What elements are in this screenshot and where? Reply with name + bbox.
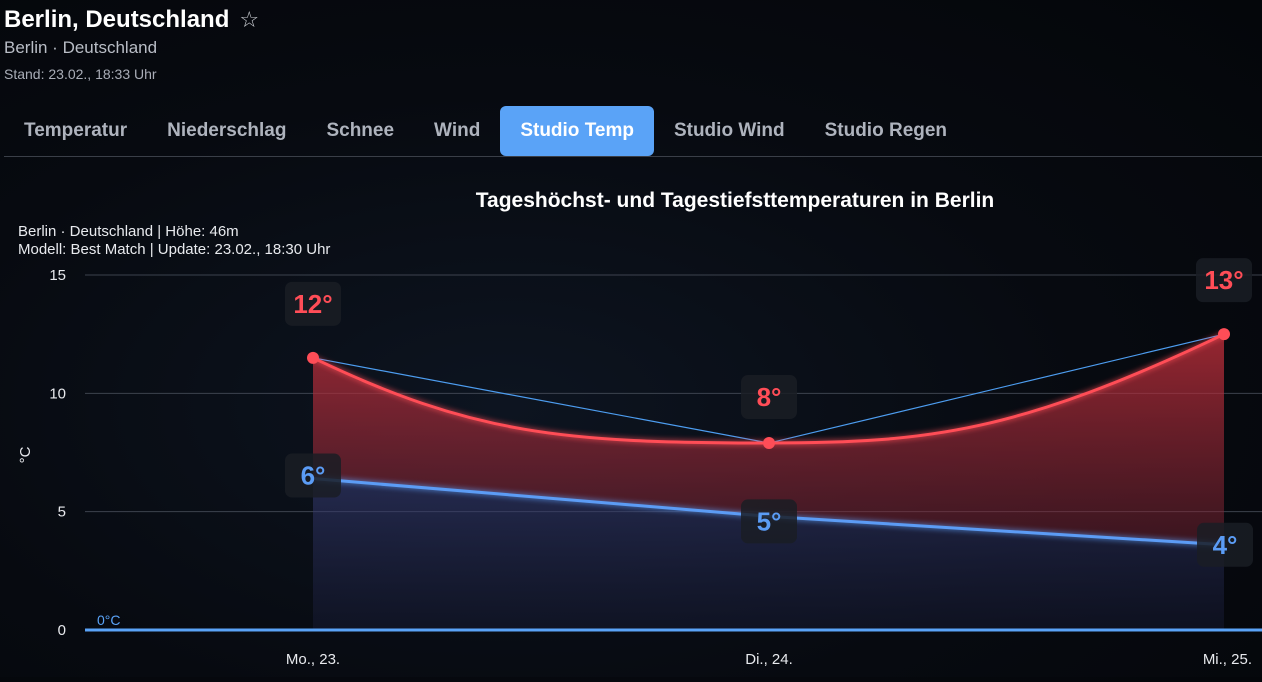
value-label-text: 12° bbox=[293, 289, 332, 319]
low-value-label: 4° bbox=[1197, 522, 1253, 567]
y-tick-label: 15 bbox=[49, 267, 66, 284]
chart-container: Tageshöchst- und Tagestiefsttemperaturen… bbox=[0, 160, 1262, 677]
value-label-bg bbox=[285, 453, 341, 498]
high-value-label: 13° bbox=[1196, 258, 1252, 303]
temperature-chart: Tageshöchst- und Tagestiefsttemperaturen… bbox=[17, 189, 1262, 668]
location-header: Berlin, Deutschland ☆ Berlin · Deutschla… bbox=[4, 6, 259, 82]
tab-studio-temp[interactable]: Studio Temp bbox=[500, 106, 654, 156]
value-label-text: 13° bbox=[1204, 265, 1243, 295]
value-label-bg bbox=[741, 375, 797, 420]
y-tick-label: 5 bbox=[58, 504, 66, 521]
tab-temperatur[interactable]: Temperatur bbox=[24, 120, 128, 141]
high-area bbox=[313, 334, 1224, 545]
timestamp: Stand: 23.02., 18:33 Uhr bbox=[4, 66, 157, 82]
low-area bbox=[313, 478, 1224, 630]
high-point bbox=[1218, 328, 1230, 341]
y-axis-label: °C bbox=[17, 446, 34, 463]
value-label-bg bbox=[741, 499, 797, 544]
value-label-bg bbox=[1197, 522, 1253, 567]
chart-title: Tageshöchst- und Tagestiefsttemperaturen… bbox=[476, 189, 994, 212]
tab-schnee[interactable]: Schnee bbox=[326, 120, 395, 141]
chart-info-line-1: Berlin · Deutschland | Höhe: 46m bbox=[18, 223, 239, 240]
value-label-text: 8° bbox=[757, 382, 782, 412]
value-label-bg bbox=[285, 281, 341, 326]
chart-info-line-2: Modell: Best Match | Update: 23.02., 18:… bbox=[18, 241, 330, 258]
high-point bbox=[763, 437, 775, 450]
value-label-text: 4° bbox=[1213, 530, 1238, 560]
tab-niederschlag[interactable]: Niederschlag bbox=[167, 120, 287, 141]
value-label-text: 5° bbox=[757, 506, 782, 536]
x-tick-label: Mi., 25. bbox=[1203, 651, 1252, 668]
high-value-label: 8° bbox=[741, 375, 797, 420]
x-tick-label: Di., 24. bbox=[745, 651, 793, 668]
location-subtitle: Berlin · Deutschland bbox=[4, 38, 158, 57]
tab-bar: Temperatur Niederschlag Schnee Wind Stud… bbox=[4, 106, 1262, 157]
tab-wind[interactable]: Wind bbox=[434, 120, 481, 141]
low-value-label: 6° bbox=[285, 453, 341, 498]
tab-studio-wind[interactable]: Studio Wind bbox=[673, 120, 785, 141]
tab-studio-regen[interactable]: Studio Regen bbox=[824, 120, 948, 141]
x-tick-label: Mo., 23. bbox=[286, 651, 340, 668]
high-point bbox=[307, 351, 319, 364]
y-tick-label: 0 bbox=[58, 622, 66, 639]
low-value-label: 5° bbox=[741, 499, 797, 544]
y-tick-label: 10 bbox=[49, 385, 66, 402]
star-icon[interactable]: ☆ bbox=[239, 7, 260, 32]
high-value-label: 12° bbox=[285, 281, 341, 326]
value-label-bg bbox=[1196, 258, 1252, 303]
value-label-text: 6° bbox=[301, 461, 326, 491]
zero-line-label: 0°C bbox=[97, 612, 121, 628]
page-title: Berlin, Deutschland bbox=[4, 6, 230, 33]
